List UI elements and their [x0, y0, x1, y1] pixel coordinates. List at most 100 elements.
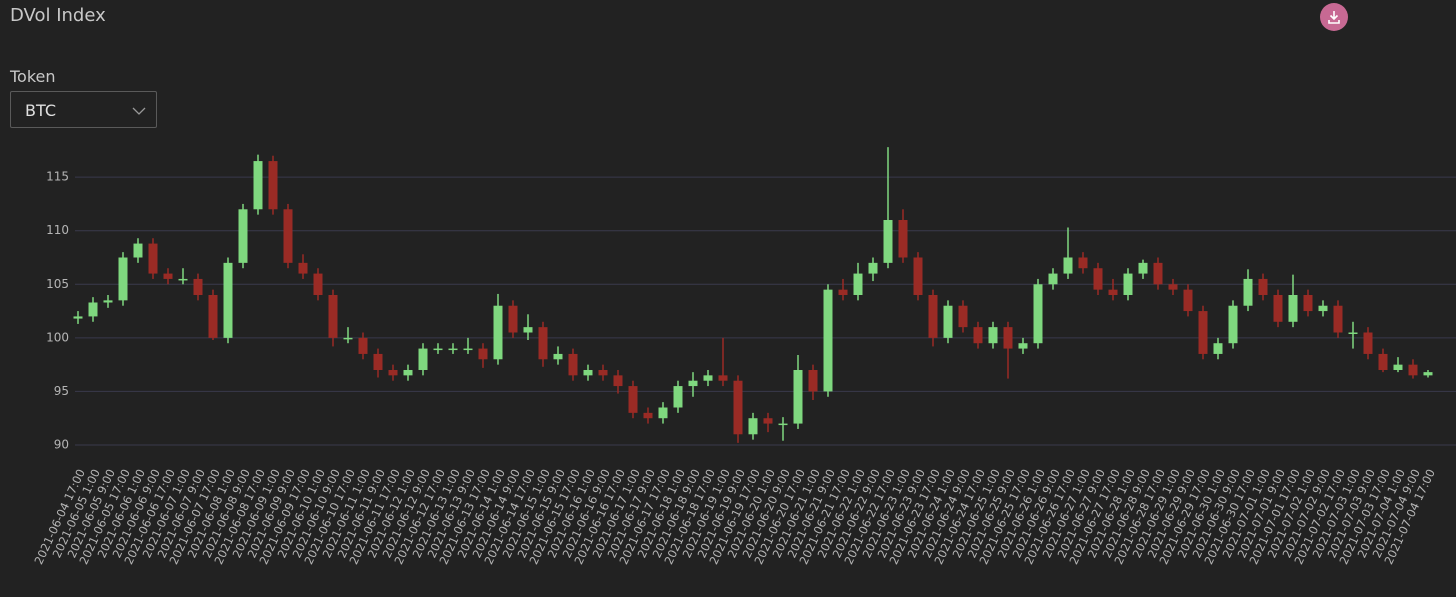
candle-body [178, 278, 188, 281]
candle-body [853, 273, 863, 295]
candle-body [118, 257, 128, 301]
candle-body [1408, 364, 1418, 376]
candle-body [1318, 305, 1328, 312]
download-button[interactable] [1320, 3, 1348, 31]
candle-body [973, 327, 983, 344]
token-value: BTC [25, 101, 56, 120]
title: DVol Index [10, 5, 106, 26]
candle-body [583, 370, 593, 376]
candle-body [448, 348, 458, 351]
candle-body [88, 302, 98, 317]
candle-body [1138, 262, 1148, 274]
candle-body [628, 386, 638, 413]
candle-body [73, 316, 83, 319]
y-tick-label: 95 [54, 384, 69, 398]
candle-body [403, 370, 413, 376]
candle-body [808, 370, 818, 392]
candle-body [1393, 364, 1403, 370]
candle-body [1048, 273, 1058, 285]
candle-body [193, 278, 203, 295]
candle-body [778, 423, 788, 426]
candle-body [898, 220, 908, 258]
candle-body [1273, 295, 1283, 322]
candle-body [508, 305, 518, 333]
candle-body [298, 262, 308, 274]
candle-body [1348, 332, 1358, 334]
candle-body [568, 353, 578, 376]
candle-body [253, 161, 263, 210]
candle-body [1363, 332, 1373, 354]
candle-body [223, 262, 233, 338]
candle-body [493, 305, 503, 360]
chevron [132, 107, 146, 115]
candle-body [163, 273, 173, 279]
candle-body [703, 375, 713, 381]
candle-body [238, 209, 248, 263]
candle-body [613, 375, 623, 387]
candle-body [328, 295, 338, 338]
candle-body [1303, 295, 1313, 312]
y-tick-label: 115 [46, 170, 69, 184]
candle-body [133, 243, 143, 258]
candle-body [418, 348, 428, 370]
candle-body [1213, 343, 1223, 354]
candle-body [1078, 257, 1088, 269]
candle-body [1093, 268, 1103, 290]
candle-body [673, 386, 683, 408]
candle-body [1423, 372, 1433, 376]
y-tick-label: 90 [54, 438, 69, 452]
candle-body [1333, 305, 1343, 333]
y-tick-label: 100 [46, 330, 69, 344]
candle-body [1258, 278, 1268, 295]
candle-body [268, 161, 278, 210]
candle-body [988, 327, 998, 344]
candle-body [733, 380, 743, 435]
candle-body [658, 407, 668, 419]
candle-body [1378, 353, 1388, 370]
y-tick-label: 105 [46, 277, 69, 291]
candle-body [1243, 278, 1253, 306]
token-select[interactable]: BTC [10, 91, 157, 128]
candle-body [1183, 289, 1193, 312]
candle-body [868, 262, 878, 274]
candle-body [1153, 262, 1163, 285]
candle-body [943, 305, 953, 338]
candle-body [1288, 295, 1298, 322]
candle-body [1108, 289, 1118, 295]
candle-body [643, 412, 653, 419]
candle-body [388, 370, 398, 376]
candle-body [598, 370, 608, 376]
candle-body [1228, 305, 1238, 344]
candle-body [538, 327, 548, 360]
y-tick-label: 110 [46, 223, 69, 237]
candle-body [463, 348, 473, 351]
candle-body [343, 337, 353, 340]
candle-body [763, 418, 773, 424]
candle-body [103, 300, 113, 303]
candle-body [718, 375, 728, 381]
candle-body [883, 220, 893, 263]
candle-body [928, 295, 938, 338]
token-label: Token [10, 67, 56, 86]
candle-body [823, 289, 833, 392]
candle-body [553, 353, 563, 360]
candle-body [373, 353, 383, 370]
candle-body [958, 305, 968, 328]
candle-body [1168, 284, 1178, 290]
candle-body [1123, 273, 1133, 295]
candle-body [478, 348, 488, 360]
candle-body [748, 418, 758, 435]
candle-body [913, 257, 923, 295]
candle-body [1063, 257, 1073, 274]
candle-body [1003, 327, 1013, 349]
candle-body [523, 327, 533, 333]
candle-body [148, 243, 158, 274]
candle-body [313, 273, 323, 295]
candle-body [838, 289, 848, 295]
candle-body [793, 370, 803, 424]
candle-body [1018, 343, 1028, 349]
candle-body [688, 380, 698, 387]
candle-body [1198, 311, 1208, 354]
